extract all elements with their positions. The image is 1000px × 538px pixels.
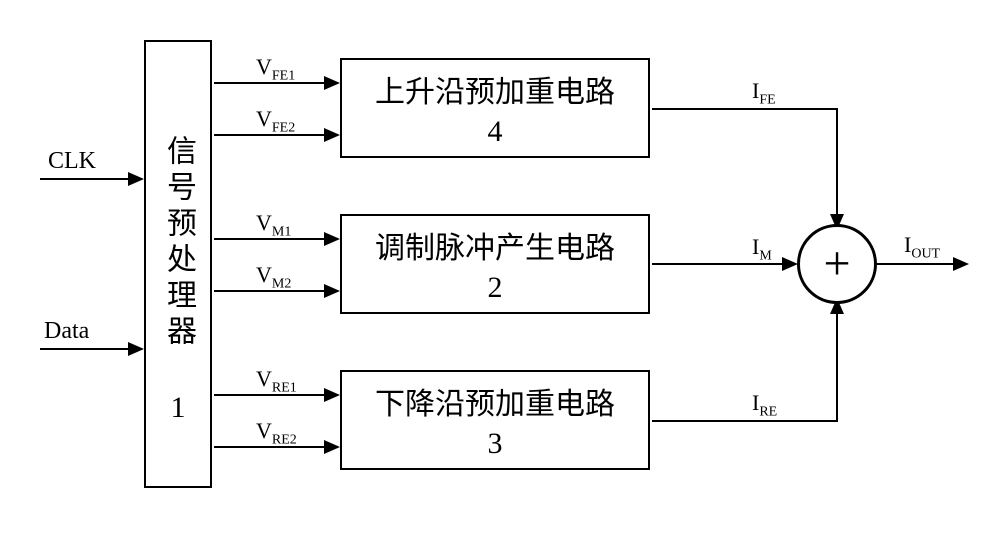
vfe2-label: VFE2 — [256, 106, 295, 136]
modulation-block: 调制脉冲产生电路 2 — [340, 214, 650, 314]
vre1-head — [324, 388, 340, 402]
rising-block: 上升沿预加重电路 4 — [340, 58, 650, 158]
vm2-label: VM2 — [256, 262, 291, 292]
vm2-head — [324, 284, 340, 298]
iout-label: IOUT — [904, 232, 940, 262]
vre2-head — [324, 440, 340, 454]
preprocessor-num: 1 — [171, 391, 186, 425]
data-label: Data — [44, 318, 89, 345]
falling-name: 下降沿预加重电路 — [375, 379, 615, 423]
ire-label: IRE — [752, 390, 777, 420]
iout-arrow — [953, 257, 969, 271]
falling-block: 下降沿预加重电路 3 — [340, 370, 650, 470]
clk-label: CLK — [48, 148, 96, 175]
summing-node: + — [797, 224, 877, 304]
vm1-label: VM1 — [256, 210, 291, 240]
modulation-name: 调制脉冲产生电路 — [375, 223, 615, 267]
preprocessor-block: 信号预处理器 1 — [144, 40, 212, 488]
vm1-head — [324, 232, 340, 246]
data-arrow-head — [128, 342, 144, 356]
clk-arrow-line — [40, 178, 130, 180]
ire-vline — [836, 312, 838, 422]
vfe1-label: VFE1 — [256, 54, 295, 84]
rising-num: 4 — [488, 115, 503, 149]
data-arrow-line — [40, 348, 130, 350]
ife-label: IFE — [752, 78, 776, 108]
vfe2-head — [324, 128, 340, 142]
vre1-label: VRE1 — [256, 366, 297, 396]
ife-hline — [652, 108, 838, 110]
clk-arrow-head — [128, 172, 144, 186]
im-label: IM — [752, 234, 772, 264]
vfe1-head — [324, 76, 340, 90]
falling-num: 3 — [488, 427, 503, 461]
im-arrow — [782, 257, 798, 271]
ife-vline — [836, 108, 838, 216]
iout-line — [877, 263, 955, 265]
vre2-label: VRE2 — [256, 418, 297, 448]
preprocessor-name: 信号预处理器 — [156, 103, 200, 383]
rising-name: 上升沿预加重电路 — [375, 67, 615, 111]
ire-hline — [652, 420, 838, 422]
modulation-num: 2 — [488, 271, 503, 305]
